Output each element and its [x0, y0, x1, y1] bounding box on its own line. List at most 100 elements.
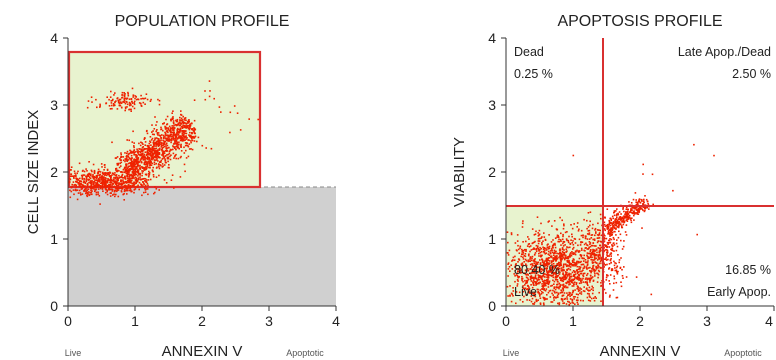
- scatter-point: [620, 217, 622, 219]
- scatter-point: [116, 108, 119, 110]
- scatter-point: [126, 174, 129, 176]
- scatter-point: [115, 174, 117, 177]
- scatter-point: [164, 140, 167, 143]
- scatter-point: [595, 265, 597, 268]
- scatter-point: [543, 248, 545, 250]
- scatter-point: [512, 290, 515, 292]
- scatter-point: [608, 246, 611, 248]
- scatter-point: [166, 150, 169, 152]
- scatter-point: [552, 260, 555, 262]
- scatter-point: [608, 296, 611, 298]
- scatter-point: [642, 209, 644, 212]
- scatter-point: [86, 189, 89, 191]
- scatter-point: [165, 126, 167, 129]
- scatter-point: [567, 257, 570, 260]
- scatter-point: [578, 257, 581, 260]
- scatter-point: [155, 137, 158, 139]
- scatter-point: [536, 280, 539, 282]
- scatter-point: [132, 173, 135, 176]
- scatter-point: [142, 149, 145, 151]
- scatter-point: [557, 281, 559, 283]
- scatter-point: [593, 249, 596, 251]
- scatter-point: [153, 144, 155, 146]
- scatter-point: [111, 107, 113, 110]
- scatter-point: [626, 212, 628, 215]
- scatter-point: [511, 268, 514, 270]
- scatter-point: [149, 178, 152, 181]
- scatter-point: [184, 139, 186, 141]
- scatter-point: [553, 290, 556, 293]
- scatter-point: [672, 189, 674, 192]
- scatter-point: [135, 166, 138, 168]
- scatter-point: [70, 166, 73, 168]
- scatter-point: [617, 213, 619, 216]
- scatter-point: [135, 154, 137, 156]
- scatter-point: [520, 264, 523, 266]
- scatter-point: [530, 291, 533, 294]
- scatter-point: [126, 159, 128, 161]
- scatter-point: [618, 221, 621, 223]
- scatter-point: [624, 213, 626, 215]
- scatter-point: [128, 165, 131, 167]
- scatter-point: [599, 213, 602, 216]
- scatter-point: [175, 119, 177, 122]
- scatter-point: [115, 193, 117, 196]
- scatter-point: [615, 218, 618, 220]
- scatter-point: [558, 271, 560, 273]
- scatter-point: [576, 301, 579, 304]
- scatter-point: [81, 185, 84, 188]
- scatter-point: [614, 224, 617, 227]
- scatter-point: [171, 131, 174, 134]
- scatter-point: [137, 175, 139, 177]
- scatter-point: [565, 274, 567, 276]
- scatter-point: [522, 256, 524, 258]
- scatter-point: [516, 240, 519, 242]
- scatter-point: [542, 280, 545, 282]
- scatter-point: [110, 90, 112, 93]
- scatter-point: [539, 276, 541, 278]
- scatter-point: [576, 249, 578, 252]
- scatter-point: [548, 280, 551, 283]
- scatter-point: [166, 130, 168, 132]
- scatter-point: [556, 291, 558, 294]
- scatter-point: [166, 115, 169, 118]
- scatter-point: [639, 208, 641, 211]
- scatter-point: [94, 184, 96, 186]
- scatter-point: [600, 234, 603, 237]
- scatter-point: [531, 264, 534, 267]
- scatter-point: [147, 149, 149, 151]
- scatter-point: [556, 256, 558, 259]
- scatter-point: [626, 211, 629, 213]
- scatter-point: [114, 104, 116, 107]
- scatter-point: [561, 291, 564, 294]
- scatter-point: [556, 236, 558, 238]
- scatter-point: [134, 173, 137, 176]
- scatter-point: [633, 211, 636, 214]
- scatter-point: [539, 246, 541, 249]
- scatter-point: [547, 272, 549, 275]
- scatter-point: [587, 230, 590, 232]
- x-axis-label: ANNEXIN V: [600, 343, 681, 360]
- scatter-point: [597, 264, 599, 266]
- scatter-point: [148, 174, 150, 177]
- scatter-point: [108, 98, 110, 101]
- scatter-point: [148, 153, 150, 156]
- scatter-point: [544, 289, 547, 292]
- scatter-point: [135, 181, 138, 183]
- scatter-point: [592, 268, 595, 271]
- scatter-point: [128, 108, 130, 111]
- scatter-point: [607, 242, 610, 244]
- scatter-point: [562, 235, 564, 238]
- scatter-point: [636, 206, 638, 209]
- scatter-point: [549, 271, 552, 273]
- scatter-point: [156, 166, 158, 169]
- scatter-point: [609, 238, 611, 240]
- scatter-point: [87, 184, 89, 186]
- scatter-point: [606, 255, 609, 257]
- scatter-point: [536, 216, 539, 218]
- scatter-point: [572, 296, 575, 298]
- scatter-point: [540, 222, 542, 225]
- scatter-point: [145, 166, 147, 168]
- scatter-point: [516, 234, 519, 236]
- scatter-point: [535, 263, 537, 265]
